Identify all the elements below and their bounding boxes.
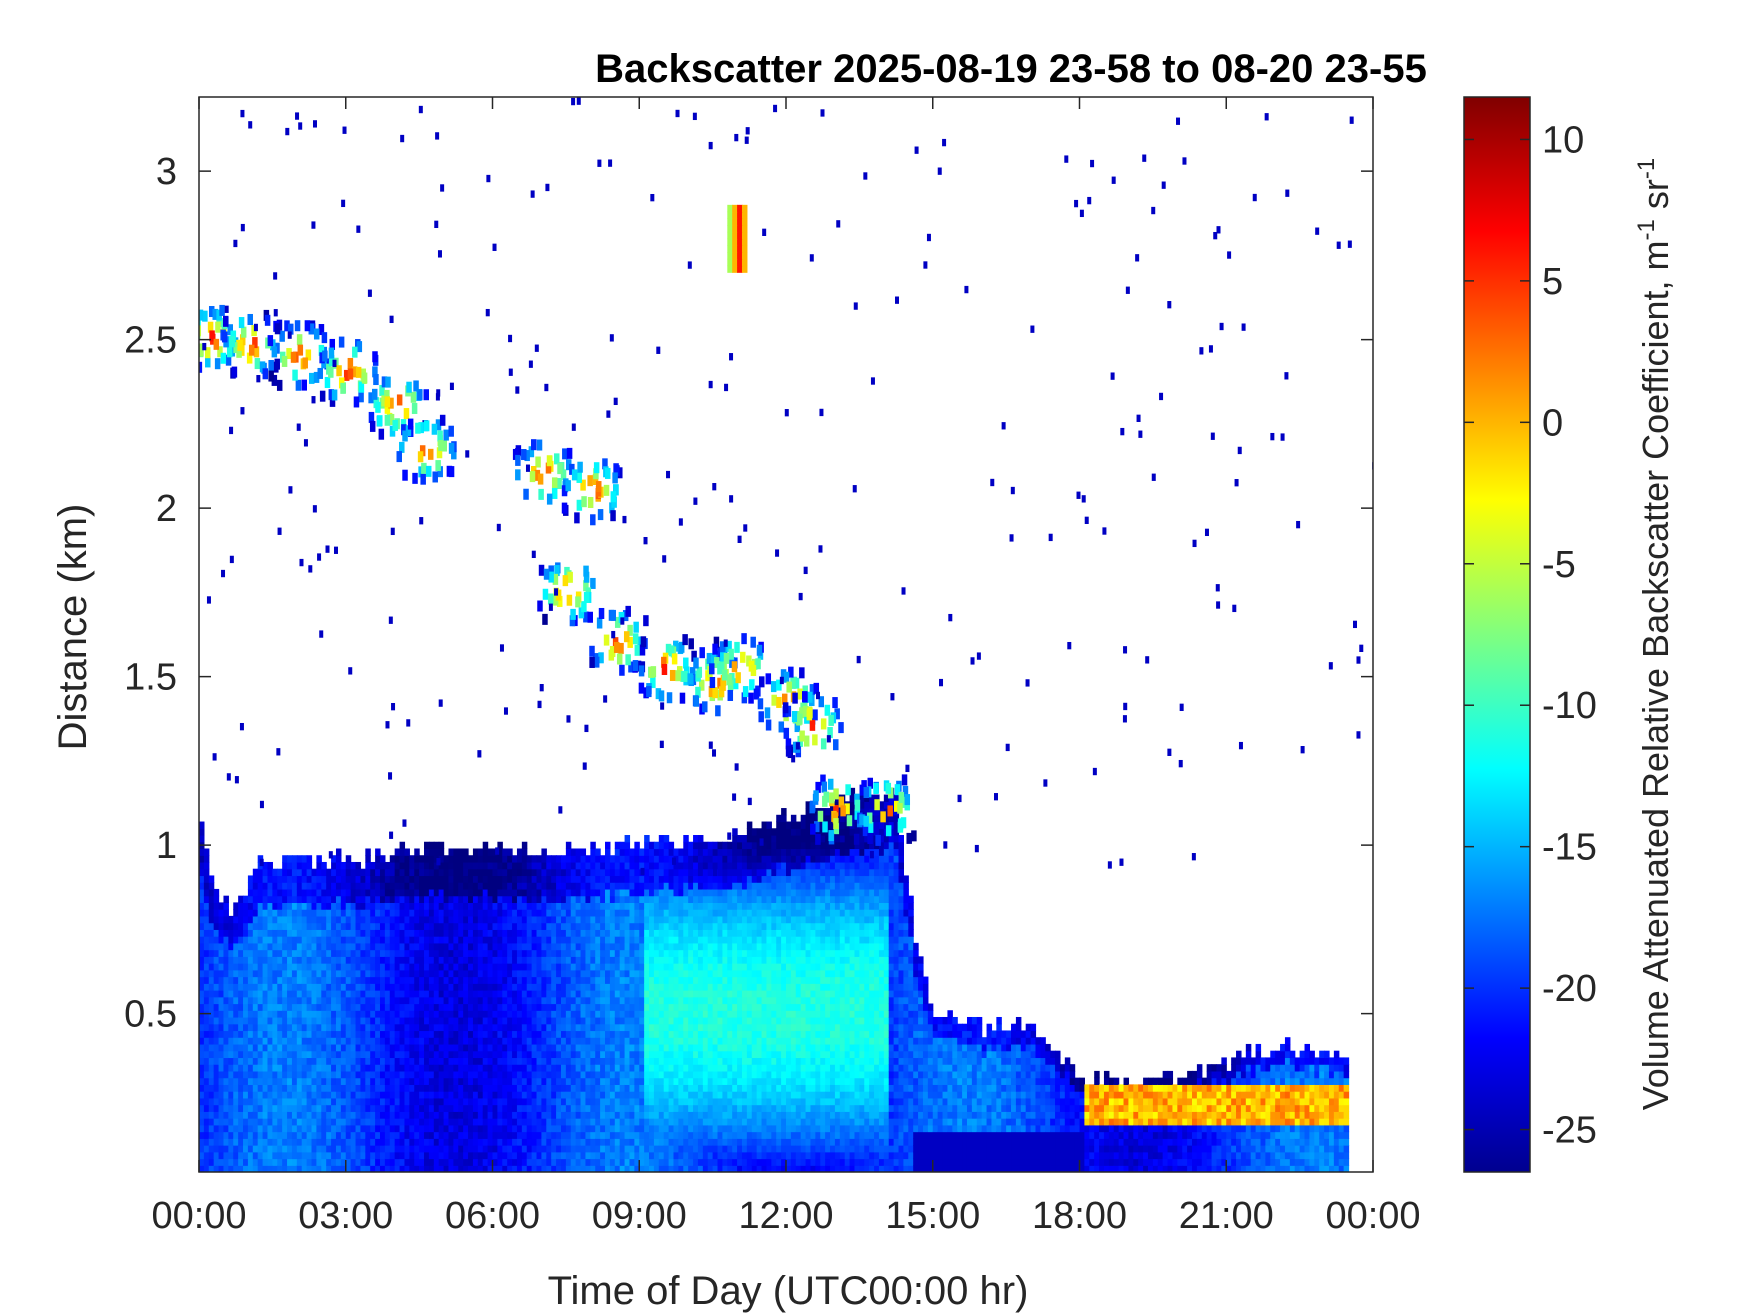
- x-tick-label: 03:00: [298, 1195, 393, 1237]
- x-tick-label: 21:00: [1179, 1195, 1274, 1237]
- colorbar-label-main: Volume Attenuated Relative Backscatter C…: [1635, 240, 1676, 1110]
- x-tick-label: 00:00: [1325, 1195, 1420, 1237]
- y-tick-label: 0.5: [124, 994, 177, 1036]
- colorbar-tick-label: -20: [1542, 968, 1597, 1010]
- y-axis-label: Distance (km): [51, 504, 95, 751]
- y-axis: 0.5 1 1.5 2 2.5 3: [124, 151, 1373, 1036]
- heatmap-cells: [199, 97, 1373, 1172]
- y-tick-label: 1.5: [124, 657, 177, 699]
- y-tick-label: 2: [156, 488, 177, 530]
- y-tick-label: 2.5: [124, 320, 177, 362]
- colorbar-tick-label: -10: [1542, 685, 1597, 727]
- x-axis: 00:00 03:00 06:00 09:00 12:00 15:00 18:00 21:00…: [151, 97, 1421, 1237]
- colorbar-tick-label: -15: [1542, 827, 1597, 869]
- colorbar-ticks: 10 5 0 -5 -10 -15 -20 -25: [1464, 119, 1597, 1152]
- colorbar-tick-label: -5: [1542, 544, 1576, 586]
- x-axis-label: Time of Day (UTC00:00 hr): [548, 1269, 1029, 1313]
- colorbar-label-mid: sr: [1635, 179, 1676, 219]
- colorbar-label: Volume Attenuated Relative Backscatter C…: [1633, 158, 1676, 1111]
- colorbar-tick-label: -25: [1542, 1110, 1597, 1152]
- x-tick-label: 00:00: [151, 1195, 246, 1237]
- colorbar: [1463, 96, 1531, 1173]
- y-tick-label: 3: [156, 151, 177, 193]
- x-tick-label: 18:00: [1032, 1195, 1127, 1237]
- x-tick-label: 09:00: [592, 1195, 687, 1237]
- x-tick-label: 06:00: [445, 1195, 540, 1237]
- x-tick-label: 15:00: [885, 1195, 980, 1237]
- x-tick-label: 12:00: [738, 1195, 833, 1237]
- colorbar-tick-label: 5: [1542, 261, 1563, 303]
- colorbar-label-sup2: -1: [1633, 158, 1660, 179]
- colorbar-tick-label: 10: [1542, 119, 1584, 161]
- colorbar-label-sup1: -1: [1633, 219, 1660, 240]
- chart-title: Backscatter 2025-08-19 23-58 to 08-20 23…: [595, 47, 1427, 91]
- y-tick-label: 1: [156, 825, 177, 867]
- colorbar-tick-label: 0: [1542, 402, 1563, 444]
